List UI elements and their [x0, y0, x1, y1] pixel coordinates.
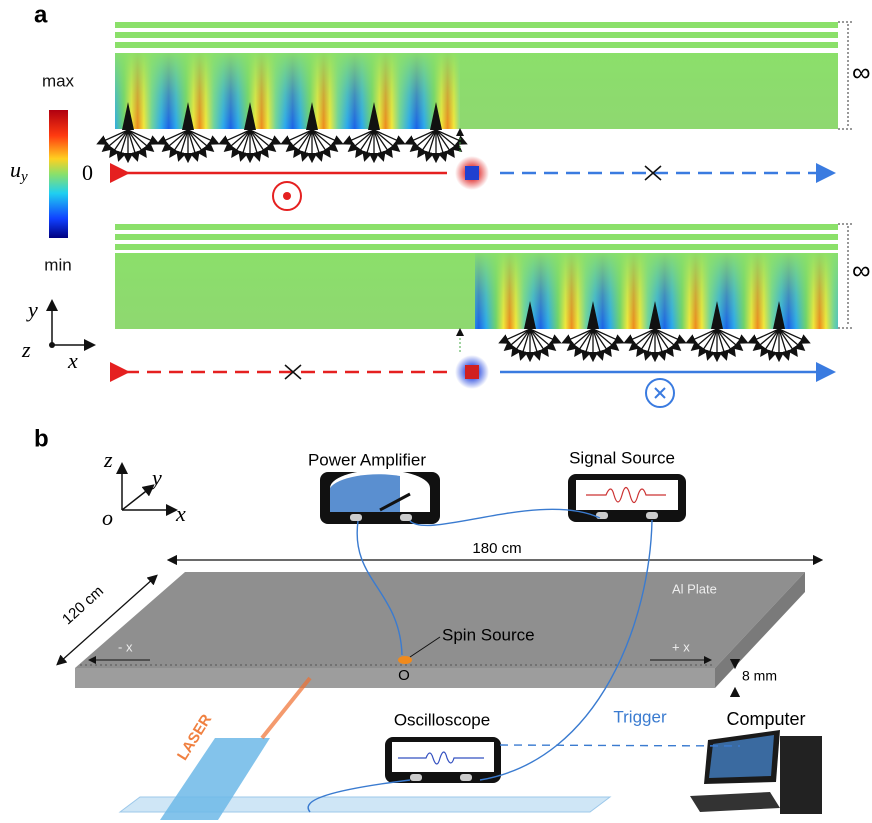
axes-a [52, 305, 90, 345]
minus-x: - x [118, 639, 133, 654]
power-amplifier [320, 470, 440, 524]
spin-source [398, 656, 412, 664]
colorbar [49, 110, 68, 238]
axis-label: y [150, 465, 162, 490]
axis-label: x [67, 348, 78, 373]
origin-dot [49, 342, 55, 348]
propagation-top [120, 132, 826, 210]
colorbar-max: max [42, 71, 75, 90]
layers-bottom [115, 224, 838, 250]
axis-label: o [102, 505, 113, 530]
computer-label: Computer [726, 709, 805, 729]
axes-b [122, 468, 172, 510]
layers-top [115, 22, 838, 48]
field-top [115, 53, 838, 129]
infinity: ∞ [852, 255, 871, 285]
oscilloscope [385, 737, 501, 783]
instrument-label: Signal Source [569, 448, 675, 467]
plate-label: Al Plate [672, 581, 717, 596]
figure: a ∞ ∞ max min 0 uy y z x b z y o x 180 c… [0, 0, 872, 823]
origin-label: O [398, 667, 410, 684]
signal-source [568, 474, 686, 522]
panel-label: b [34, 425, 49, 452]
panel-label: a [34, 1, 48, 28]
plus-x: + x [672, 639, 690, 654]
propagation-bottom [120, 332, 826, 407]
axis-label: z [21, 337, 31, 362]
axis-label: y [26, 297, 38, 322]
computer [690, 730, 822, 814]
infinity: ∞ [852, 57, 871, 87]
trigger-label: Trigger [613, 707, 667, 726]
axis-label: x [175, 501, 186, 526]
axis-label: z [103, 447, 113, 472]
field-bottom [115, 253, 838, 329]
dimension-lines [838, 22, 852, 328]
quantity: uy [10, 157, 28, 185]
instrument-label: Power Amplifier [308, 450, 426, 469]
instrument-label: Oscilloscope [394, 710, 490, 729]
width-label: 120 cm [59, 583, 107, 629]
thickness-label: 8 mm [742, 668, 777, 684]
spin-source-label: Spin Source [442, 625, 535, 644]
colorbar-zero: 0 [82, 160, 93, 185]
length-label: 180 cm [472, 540, 521, 557]
colorbar-min: min [44, 255, 71, 274]
